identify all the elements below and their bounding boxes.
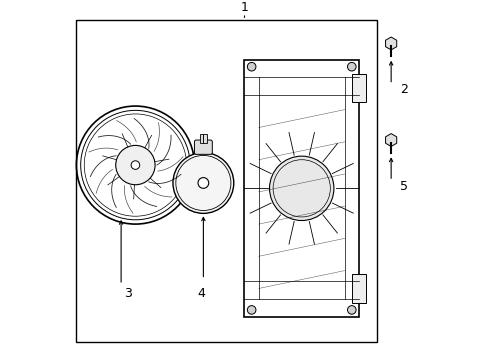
Circle shape: [247, 306, 255, 314]
Circle shape: [247, 62, 255, 71]
Circle shape: [269, 156, 333, 221]
Circle shape: [173, 153, 233, 213]
Bar: [203, 134, 206, 143]
Bar: [244, 59, 358, 317]
Text: 1: 1: [240, 1, 248, 14]
Bar: [351, 74, 366, 103]
Text: 3: 3: [124, 287, 132, 300]
Circle shape: [198, 177, 208, 188]
Bar: [76, 20, 376, 342]
Text: 4: 4: [197, 287, 205, 300]
Bar: [200, 134, 203, 143]
Circle shape: [116, 145, 155, 185]
Circle shape: [347, 62, 355, 71]
Circle shape: [347, 306, 355, 314]
Text: 2: 2: [399, 84, 407, 96]
Circle shape: [131, 161, 140, 169]
FancyBboxPatch shape: [194, 140, 212, 154]
Text: 5: 5: [399, 180, 407, 193]
Bar: [351, 274, 366, 303]
